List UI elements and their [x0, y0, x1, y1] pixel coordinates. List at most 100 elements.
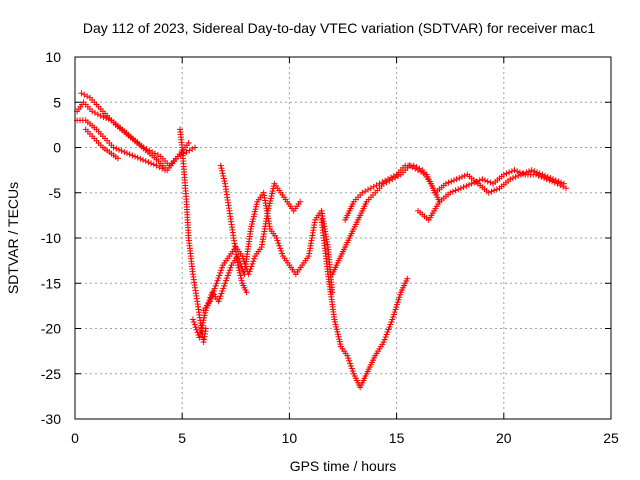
- data-point: [220, 172, 227, 179]
- x-tick-label: 15: [389, 430, 405, 446]
- data-point: [126, 151, 133, 158]
- data-point: [249, 260, 256, 267]
- data-point: [207, 295, 214, 302]
- data-point: [237, 272, 244, 279]
- x-axis-label: GPS time / hours: [290, 458, 397, 474]
- data-point: [189, 146, 196, 153]
- y-tick-label: 10: [45, 49, 61, 65]
- data-point: [452, 187, 459, 194]
- data-point: [417, 168, 424, 175]
- data-point: [528, 167, 535, 174]
- data-point: [150, 161, 157, 168]
- data-point: [84, 93, 91, 100]
- data-point: [365, 186, 372, 193]
- y-tick-label: -15: [41, 275, 61, 291]
- data-point: [465, 181, 472, 188]
- data-point: [487, 179, 494, 186]
- data-point: [209, 290, 216, 297]
- data-point: [219, 170, 226, 177]
- x-tick-label: 20: [496, 430, 512, 446]
- data-point: [370, 183, 377, 190]
- data-point: [385, 176, 392, 183]
- data-point: [382, 334, 389, 341]
- data-point: [240, 255, 247, 262]
- data-point: [227, 264, 234, 271]
- data-point: [349, 368, 356, 375]
- data-point: [145, 159, 152, 166]
- data-point: [92, 109, 99, 116]
- data-point: [387, 174, 394, 181]
- data-point: [531, 168, 538, 175]
- data-point: [159, 165, 166, 172]
- data-point: [460, 184, 467, 191]
- data-point: [219, 167, 226, 174]
- data-point: [235, 264, 242, 271]
- data-point: [236, 267, 243, 274]
- data-point: [251, 255, 258, 262]
- data-point: [455, 186, 462, 193]
- y-tick-label: -20: [41, 321, 61, 337]
- grid-layer: [75, 57, 611, 419]
- data-point: [381, 336, 388, 343]
- data-point: [241, 258, 248, 265]
- data-point: [547, 175, 554, 182]
- data-point: [217, 269, 224, 276]
- data-point: [493, 186, 500, 193]
- data-point: [345, 355, 352, 362]
- x-tick-label: 5: [178, 430, 186, 446]
- data-point: [380, 339, 387, 346]
- data-point: [208, 293, 215, 300]
- data-point: [219, 288, 226, 295]
- data-point: [132, 153, 139, 160]
- data-point: [250, 258, 257, 265]
- x-tick-label: 25: [603, 430, 619, 446]
- data-point: [113, 145, 120, 152]
- data-point: [500, 171, 507, 178]
- data-point: [216, 295, 223, 302]
- data-point: [277, 245, 284, 252]
- data-point: [544, 173, 551, 180]
- data-point: [214, 277, 221, 284]
- data-point: [241, 260, 248, 267]
- data-point: [508, 168, 515, 175]
- data-point: [463, 182, 470, 189]
- data-point: [484, 178, 491, 185]
- data-point: [503, 170, 510, 177]
- data-point: [192, 144, 199, 151]
- data-point: [224, 272, 231, 279]
- data-point: [186, 147, 193, 154]
- data-point: [507, 176, 514, 183]
- data-point: [223, 275, 230, 282]
- data-point: [445, 179, 452, 186]
- data-point: [207, 298, 214, 305]
- data-point: [222, 280, 229, 287]
- data-point: [448, 178, 455, 185]
- y-tick-label: 5: [53, 94, 61, 110]
- data-point: [534, 169, 541, 176]
- data-point: [274, 237, 281, 244]
- data-point: [212, 282, 219, 289]
- data-point: [458, 173, 465, 180]
- data-point: [456, 175, 463, 182]
- data-point: [511, 167, 518, 174]
- data-point: [156, 164, 163, 171]
- data-point: [457, 185, 464, 192]
- data-point: [449, 188, 456, 195]
- data-point: [384, 329, 391, 336]
- data-point: [373, 182, 380, 189]
- data-point: [491, 187, 498, 194]
- data-point: [220, 285, 227, 292]
- data-point: [514, 168, 521, 175]
- data-point: [536, 170, 543, 177]
- data-point: [218, 290, 225, 297]
- data-point: [442, 180, 449, 187]
- data-point: [121, 149, 128, 156]
- data-point: [525, 168, 532, 175]
- data-point: [134, 154, 141, 161]
- data-point: [348, 365, 355, 372]
- y-axis-label: SDTVAR / TECUs: [5, 182, 21, 294]
- data-point: [362, 188, 369, 195]
- ticks-layer: 0 5 10 15 20 25 -30 -25 -20 -15 -10 -5 0 5 10: [41, 49, 619, 446]
- data-point: [129, 152, 136, 159]
